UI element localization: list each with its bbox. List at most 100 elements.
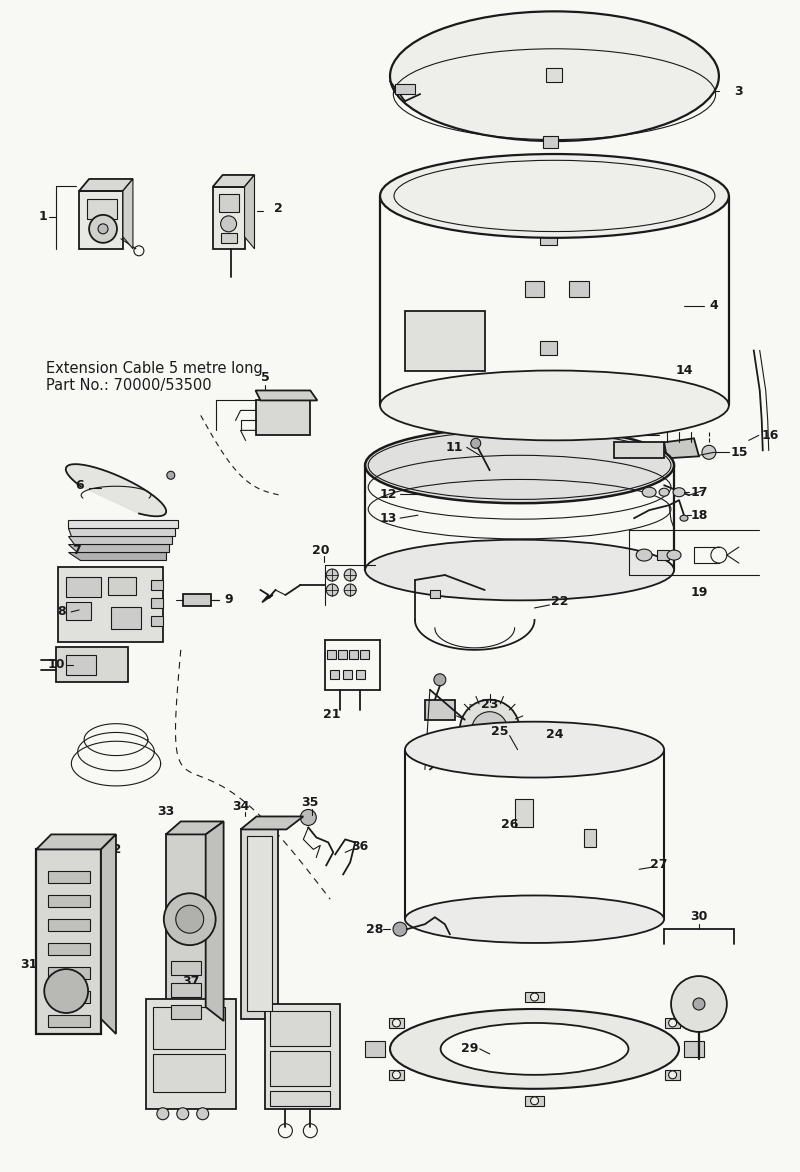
Bar [48, 871, 90, 884]
Bar [255, 401, 310, 435]
Circle shape [344, 584, 356, 597]
Circle shape [393, 1071, 401, 1079]
Circle shape [484, 723, 496, 736]
Bar [360, 649, 369, 659]
Polygon shape [123, 179, 133, 248]
Polygon shape [68, 520, 178, 529]
Bar [146, 999, 235, 1109]
Text: 37: 37 [182, 975, 199, 988]
Text: 22: 22 [550, 595, 568, 608]
Polygon shape [664, 438, 699, 458]
Text: 7: 7 [72, 544, 81, 557]
Circle shape [530, 993, 538, 1001]
Polygon shape [66, 464, 166, 517]
Circle shape [89, 214, 117, 243]
Polygon shape [79, 179, 133, 191]
Bar [48, 992, 90, 1003]
Text: 35: 35 [302, 796, 319, 809]
Bar [170, 961, 201, 975]
Text: 29: 29 [461, 1042, 478, 1056]
Ellipse shape [380, 154, 729, 238]
Bar [356, 670, 365, 679]
Ellipse shape [667, 550, 681, 560]
Text: 19: 19 [690, 586, 708, 600]
Bar [270, 1011, 330, 1045]
Circle shape [702, 445, 716, 459]
Bar [664, 398, 684, 421]
Bar [405, 398, 425, 421]
Bar [662, 398, 676, 413]
Bar [66, 655, 96, 675]
Text: 10: 10 [47, 659, 65, 672]
Bar [405, 311, 485, 370]
Bar [657, 550, 669, 560]
Bar [48, 895, 90, 907]
Bar [665, 1070, 680, 1079]
Bar [525, 992, 545, 1002]
Polygon shape [36, 834, 116, 850]
Bar [349, 649, 358, 659]
Polygon shape [166, 822, 224, 834]
Text: 31: 31 [21, 958, 38, 970]
Bar [270, 1091, 330, 1105]
Polygon shape [68, 529, 174, 536]
Ellipse shape [405, 895, 664, 943]
Text: 30: 30 [690, 909, 708, 922]
Text: 32: 32 [104, 843, 122, 856]
Polygon shape [245, 175, 254, 248]
Circle shape [44, 969, 88, 1013]
Text: 8: 8 [57, 606, 66, 619]
Ellipse shape [390, 12, 719, 141]
Bar [151, 598, 163, 608]
Ellipse shape [636, 550, 652, 561]
Bar [151, 616, 163, 626]
Bar [108, 577, 136, 595]
Ellipse shape [673, 488, 685, 497]
Bar [218, 193, 238, 212]
Bar [614, 442, 664, 458]
Text: 18: 18 [690, 509, 708, 522]
Text: 15: 15 [730, 445, 747, 458]
Bar [182, 594, 210, 606]
Ellipse shape [441, 1023, 629, 1075]
Polygon shape [68, 544, 169, 552]
Polygon shape [68, 536, 172, 544]
Bar [684, 1041, 704, 1057]
Text: 5: 5 [261, 372, 270, 384]
Text: 11: 11 [446, 441, 463, 454]
Text: 20: 20 [311, 544, 329, 557]
Text: 33: 33 [157, 805, 174, 818]
Bar [389, 1018, 404, 1028]
Circle shape [472, 711, 508, 748]
Bar [327, 649, 336, 659]
Text: 34: 34 [232, 800, 250, 813]
Bar [170, 1006, 201, 1018]
Circle shape [221, 216, 237, 232]
Bar [525, 281, 545, 297]
Circle shape [98, 224, 108, 234]
Text: 27: 27 [650, 858, 668, 871]
Circle shape [434, 674, 446, 686]
Bar [79, 191, 123, 248]
Ellipse shape [365, 428, 674, 503]
Ellipse shape [405, 722, 664, 777]
Bar [539, 231, 558, 245]
Text: 36: 36 [351, 840, 369, 853]
Bar [48, 943, 90, 955]
Text: 25: 25 [491, 725, 509, 738]
Bar [570, 281, 590, 297]
Bar [48, 919, 90, 932]
Bar [665, 1018, 680, 1028]
Bar [151, 580, 163, 590]
Bar [539, 341, 558, 355]
Bar [389, 1070, 404, 1079]
Bar [246, 837, 273, 1011]
Bar [153, 1007, 225, 1049]
Text: 3: 3 [734, 84, 743, 97]
Text: 17: 17 [690, 485, 708, 499]
Polygon shape [101, 834, 116, 1034]
Text: 9: 9 [224, 593, 233, 606]
Circle shape [300, 810, 316, 825]
Circle shape [326, 584, 338, 597]
Polygon shape [255, 390, 318, 401]
